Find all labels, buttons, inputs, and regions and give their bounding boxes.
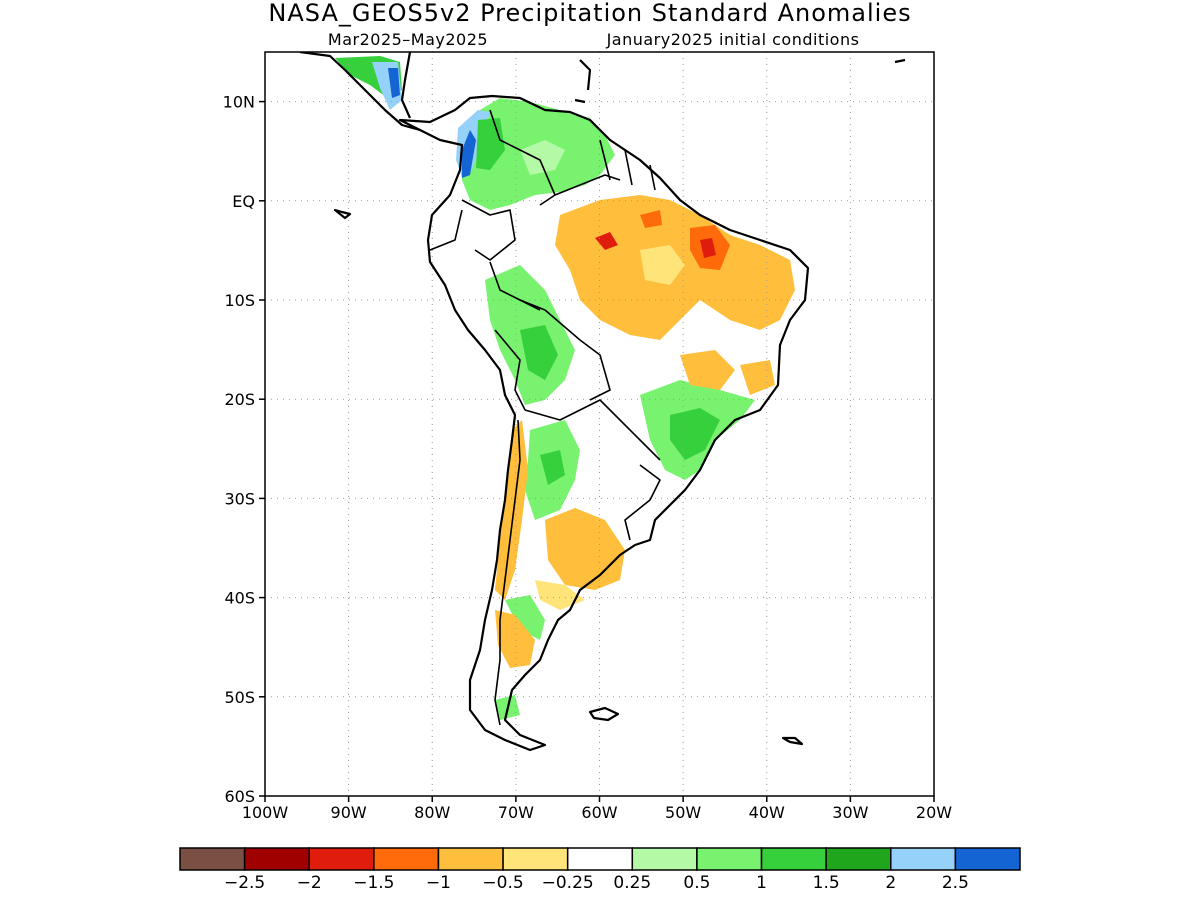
- colorbar-swatch: [825, 847, 892, 871]
- south-america-coastline: [398, 94, 810, 752]
- border-bolivia-brazil: [519, 299, 611, 401]
- border-guianas: [599, 139, 656, 191]
- falkland-islands: [588, 706, 620, 722]
- x-tick-label: 70W: [498, 803, 534, 822]
- amazon-dry-core: [595, 232, 618, 250]
- y-tick-label: 50S: [224, 688, 255, 707]
- caribbean-islands: [579, 58, 906, 91]
- colorbar-swatch: [631, 847, 698, 871]
- border-argentina-chile: [494, 419, 521, 726]
- se-brazil-wet-strong: [670, 408, 720, 460]
- x-tick-label: 80W: [414, 803, 450, 822]
- map-panel: 100W 90W 80W 70W 60W 50W 40W 30W 20W 10N EQ 10S 20S…: [223, 51, 952, 822]
- country-borders: [429, 109, 661, 726]
- border-colombia-venezuela: [489, 109, 556, 206]
- n-argentina-wet-strong: [540, 450, 565, 485]
- bolivia-wet-strong: [520, 325, 558, 380]
- border-venezuela-brazil: [554, 174, 621, 196]
- initial-conditions-label: January2025 initial conditions: [606, 30, 860, 49]
- x-tick-label: 100W: [242, 803, 289, 822]
- patagonia-wet: [505, 595, 545, 640]
- colorbar-label: 1.5: [813, 873, 840, 893]
- colombia-peak-wet: [462, 130, 476, 178]
- x-tick-label: 30W: [832, 803, 868, 822]
- border-ecuador-peru: [429, 209, 463, 251]
- colorbar-label: 0.25: [613, 873, 651, 893]
- colorbar-swatch: [437, 847, 504, 871]
- border-colombia-peru: [461, 199, 516, 261]
- colorbar-label: 2: [885, 873, 896, 893]
- n-south-america-wet-light: [520, 140, 565, 175]
- colorbar-swatch: [373, 847, 440, 871]
- latitude-axis: 10N EQ 10S 20S 30S 40S 50S 60S: [223, 93, 265, 806]
- amazon-dry-light: [640, 245, 685, 285]
- y-tick-label: 40S: [224, 589, 255, 608]
- x-tick-label: 40W: [749, 803, 785, 822]
- coastlines: [299, 52, 906, 752]
- y-tick-label: 60S: [224, 787, 255, 806]
- colorbar-label: 1: [756, 873, 767, 893]
- colorbar-label: −0.25: [542, 873, 594, 893]
- central-america-peak: [388, 68, 400, 98]
- border-peru-brazil: [489, 261, 541, 311]
- y-tick-label: 20S: [224, 390, 255, 409]
- y-tick-label: 10N: [223, 93, 255, 112]
- east-brazil-dry: [740, 360, 775, 395]
- argentina-dry-light: [535, 580, 585, 610]
- colorbar-label: 0.5: [683, 873, 710, 893]
- trinidad: [574, 98, 586, 104]
- colorbar-swatch: [696, 847, 763, 871]
- x-tick-label: 50W: [665, 803, 701, 822]
- x-tick-label: 60W: [581, 803, 617, 822]
- map-gridlines: [265, 52, 934, 796]
- colorbar-label: −1.5: [353, 873, 394, 893]
- colorbar-label: −2: [297, 873, 322, 893]
- galapagos: [333, 208, 352, 220]
- colorbar-label: −0.5: [482, 873, 523, 893]
- x-tick-label: 20W: [916, 803, 952, 822]
- colorbar-label: −2.5: [224, 873, 265, 893]
- central-america-coastline: [299, 52, 421, 132]
- y-tick-label: EQ: [232, 192, 255, 211]
- colorbar-swatch: [179, 847, 246, 871]
- colorbar-label: 2.5: [942, 873, 969, 893]
- amazon-dry-orange: [640, 210, 662, 228]
- longitude-axis: 100W 90W 80W 70W 60W 50W 40W 30W 20W: [242, 796, 952, 822]
- map-title: NASA_GEOS5v2 Precipitation Standard Anom…: [268, 0, 911, 27]
- colorbar-swatch: [954, 847, 1021, 871]
- colorbar-swatch: [890, 847, 957, 871]
- colorbar-swatch: [760, 847, 827, 871]
- season-label: Mar2025–May2025: [328, 30, 488, 49]
- border-argentina-brazil-uruguay: [624, 464, 661, 541]
- x-tick-label: 90W: [331, 803, 367, 822]
- colorbar: −2.5 −2 −1.5 −1 −0.5 −0.25 0.25 0.5 1 1.5 2 2.5: [179, 847, 1021, 893]
- colorbar-swatch: [502, 847, 569, 871]
- colorbar-swatch: [308, 847, 375, 871]
- patagonia-dry: [495, 610, 535, 668]
- y-tick-label: 30S: [224, 489, 255, 508]
- colorbar-label: −1: [426, 873, 451, 893]
- central-brazil-dry: [680, 350, 735, 390]
- y-tick-label: 10S: [224, 291, 255, 310]
- colorbar-swatch: [566, 847, 634, 871]
- border-peru-bolivia-chile: [494, 329, 526, 411]
- ne-brazil-dry-core: [700, 238, 716, 258]
- colorbar-swatch: [243, 847, 310, 871]
- south-georgia: [781, 736, 804, 746]
- border-bolivia-paraguay-argentina: [524, 399, 661, 461]
